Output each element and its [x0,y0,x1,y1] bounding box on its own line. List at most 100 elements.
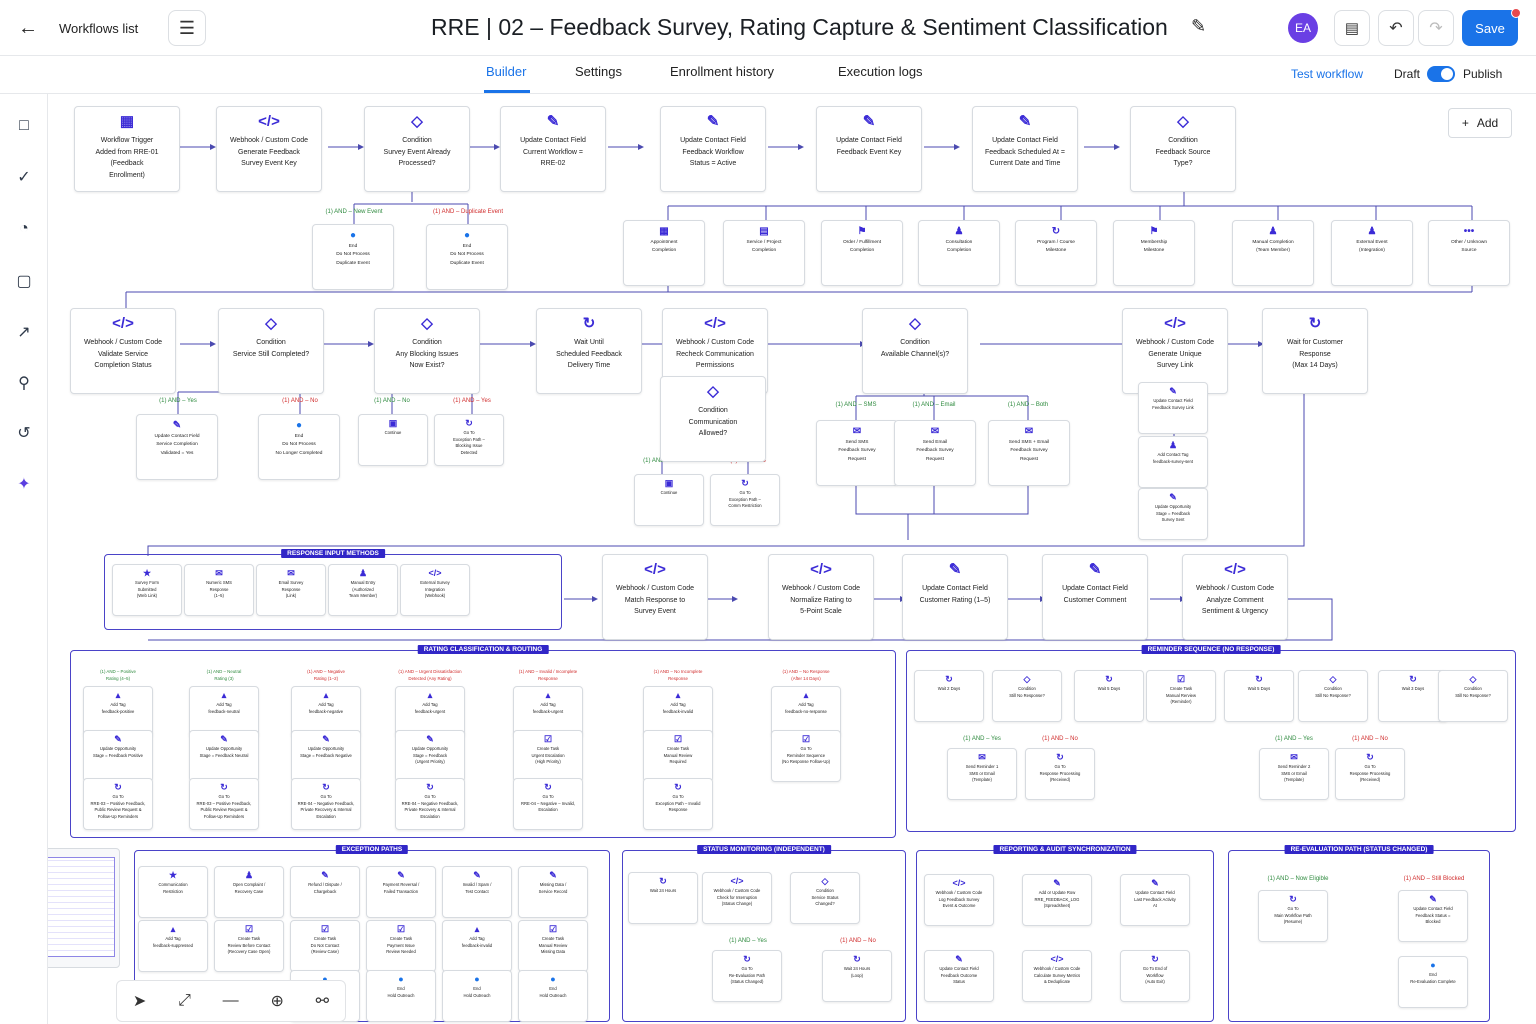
tab-enrollment-history[interactable]: Enrollment history [670,64,774,79]
minimap[interactable] [48,848,120,968]
reminder-child-node[interactable]: ✉ Send Reminder 2 SMS or Email (Template) [1259,748,1329,800]
exception-mid-node[interactable]: ☑ Create Task Do Not Contact (Review Case… [290,920,360,972]
child-node[interactable]: ▣ Continue [358,414,428,466]
reeval-node[interactable]: ↻ Go To Main Workflow Path (Resume) [1258,890,1328,942]
edit-pencil-icon[interactable]: ✎ [1191,16,1207,36]
back-arrow-icon[interactable]: ← [18,17,38,39]
search-icon[interactable]: ⚲ [18,375,30,392]
exception-node[interactable]: ✎ Missing Data / Service Record [518,866,588,918]
exception-node[interactable]: ✎ Invalid / Spam / Test Contact [442,866,512,918]
row3-node[interactable]: </> Webhook / Custom Code Generate Unique… [1122,308,1228,394]
rating-tag-node[interactable]: ▴ Add Tag feedback-neutral [189,686,259,738]
exception-end-node[interactable]: ● End Hold Outreach [518,970,588,1022]
child-node[interactable]: ↻ Go To Exception Path – Blocking Issue D… [434,414,504,466]
source-node[interactable]: ▤ Service / Project Completion [723,220,805,286]
tab-execution-logs[interactable]: Execution logs [838,64,923,79]
child-node[interactable]: ✉ Send SMS Feedback Survey Request [816,420,898,486]
rating-end-node[interactable]: ↻ Go To Exception Path – Invalid Response [643,778,713,830]
reporting-node[interactable]: ✎ Update Contact Field Feedback Outcome S… [924,950,994,1002]
exception-node[interactable]: ♟ Open Complaint / Recovery Case [214,866,284,918]
reminder-node[interactable]: ↻ Wait 5 Days [1224,670,1294,722]
reminder-node[interactable]: ◇ Condition Still No Response? [992,670,1062,722]
status-node[interactable]: </> Webhook / Custom Code Check for Inter… [702,872,772,924]
row3-node[interactable]: </> Webhook / Custom Code Validate Servic… [70,308,176,394]
pointer-icon[interactable]: ➤ [132,993,147,1010]
row1-node[interactable]: ◇ Condition Feedback Source Type? [1130,106,1236,192]
row1-node[interactable]: </> Webhook / Custom Code Generate Feedba… [216,106,322,192]
row4-node[interactable]: ✎ Update Contact Field Customer Comment [1042,554,1148,640]
row3-node[interactable]: ↻ Wait Until Scheduled Feedback Delivery … [536,308,642,394]
status-child-node[interactable]: ↻ Wait 24 Hours (Loop) [822,950,892,1002]
child-node[interactable]: ● End Do Not Process No Longer Completed [258,414,340,480]
exception-mid-node[interactable]: ▴ Add Tag feedback-invalid [442,920,512,972]
reporting-node[interactable]: ✎ Add or Update Row RRE_FEEDBACK_LOG (Spr… [1022,874,1092,926]
rating-node[interactable]: ✎ Update Opportunity Stage = Feedback Neg… [291,730,361,782]
input-node[interactable]: </> External Survey Integration (Webhook) [400,564,470,616]
child-node[interactable]: ♟ Add Contact Tag feedback-survey-sent [1138,436,1208,488]
exception-node[interactable]: ✎ Payment Reversal / Failed Transaction [366,866,436,918]
status-child-node[interactable]: ↻ Go To Re-Evaluation Path (Status Change… [712,950,782,1002]
reminder-node[interactable]: ◇ Condition Still No Response? [1438,670,1508,722]
child-node[interactable]: ✉ Send SMS + Email Feedback Survey Reques… [988,420,1070,486]
rating-end-node[interactable]: ↻ Go To RRE-03 – Positive Feedback, Publi… [189,778,259,830]
row3-node[interactable]: ◇ Condition Available Channel(s)? [862,308,968,394]
row1-node[interactable]: ▦ Workflow Trigger Added from RRE-01 (Fee… [74,106,180,192]
tab-settings[interactable]: Settings [575,64,622,79]
reminder-node[interactable]: ☑ Create Task Manual Rerview (Reminder) [1146,670,1216,722]
share-out-icon[interactable]: ↗ [17,324,31,341]
reminder-node[interactable]: ↻ Wait 2 Days [914,670,984,722]
zoom-in-icon[interactable]: ⊕ [270,993,284,1010]
input-node[interactable]: ♟ Manual Entry (Authorized Team Member) [328,564,398,616]
pie-chart-icon[interactable]: ◔ [19,220,29,237]
row4-node[interactable]: </> Webhook / Custom Code Normalize Ratin… [768,554,874,640]
end-node[interactable]: ● End Do Not Process Duplicate Event [312,224,394,290]
source-node[interactable]: ♟ Consultation Completion [918,220,1000,286]
add-node-button[interactable]: + Add [1448,108,1512,138]
input-node[interactable]: ✉ Email Survey Response (Link) [256,564,326,616]
exception-end-node[interactable]: ● End Hold Outreach [442,970,512,1022]
publish-toggle[interactable] [1427,66,1455,82]
input-node[interactable]: ★ Survey Form Submitted (Web Link) [112,564,182,616]
reminder-node[interactable]: ◇ Condition Still No Response? [1298,670,1368,722]
row1-node[interactable]: ✎ Update Contact Field Feedback Event Key [816,106,922,192]
child-node[interactable]: ▣ Continue [634,474,704,526]
row1-node[interactable]: ✎ Update Contact Field Feedback Scheduled… [972,106,1078,192]
reminder-child-node[interactable]: ↻ Go To Response Processing (Received) [1335,748,1405,800]
menu-button[interactable]: ☰ [168,10,206,46]
rating-end-node[interactable]: ↻ Go To RRE-03 – Positive Feedback, Publi… [83,778,153,830]
changes-button[interactable]: ▤ [1334,10,1370,46]
reporting-node[interactable]: ↻ Go To End of Workflow (Auto Exit) [1120,950,1190,1002]
rating-node[interactable]: ✎ Update Opportunity Stage = Feedback (Ur… [395,730,465,782]
exception-node[interactable]: ✎ Refund / Dispute / Chargeback [290,866,360,918]
row4-node[interactable]: ✎ Update Contact Field Customer Rating (1… [902,554,1008,640]
exception-mid-node[interactable]: ☑ Create Task Review Before Contact (Reco… [214,920,284,972]
rating-node[interactable]: ✎ Update Opportunity Stage = Feedback Pos… [83,730,153,782]
rating-node[interactable]: ☑ Create Task Urgent Escalation (High Pri… [513,730,583,782]
exception-mid-node[interactable]: ☑ Create Task Manual Review Missing Data [518,920,588,972]
rating-node[interactable]: ☑ Go To Reminder Sequence (No Response Fo… [771,730,841,782]
reporting-node[interactable]: ✎ Update Contact Field Last Feedback Acti… [1120,874,1190,926]
row4-node[interactable]: </> Webhook / Custom Code Analyze Comment… [1182,554,1288,640]
source-node[interactable]: ⚑ Membership Milestone [1113,220,1195,286]
exception-end-node[interactable]: ● End Hold Outreach [366,970,436,1022]
file-icon[interactable]: ▢ [16,273,32,290]
exception-mid-node[interactable]: ☑ Create Task Payment Issue Review Needed [366,920,436,972]
child-node[interactable]: ✎ Update Contact Field Service Completion… [136,414,218,480]
check-circle-icon[interactable]: ✓ [17,169,31,186]
rating-node[interactable]: ✎ Update Opportunity Stage = Feedback Neu… [189,730,259,782]
reminder-node[interactable]: ↻ Wait 5 Days [1074,670,1144,722]
row3-node[interactable]: ◇ Condition Any Blocking Issues Now Exist… [374,308,480,394]
child-node[interactable]: ✎ Update Contact Field Feedback Survey Li… [1138,382,1208,434]
fit-view-icon[interactable]: ⤢ [178,992,191,1009]
rating-tag-node[interactable]: ▴ Add Tag feedback-positive [83,686,153,738]
rating-tag-node[interactable]: ▴ Add Tag feedback-invalid [643,686,713,738]
reeval-node[interactable]: ● End Re-Evaluation Complete [1398,956,1468,1008]
exception-node[interactable]: ★ Communication Restriction [138,866,208,918]
row3-node[interactable]: ◇ Condition Service Still Completed? [218,308,324,394]
status-node[interactable]: ↻ Wait 24 Hours [628,872,698,924]
history-icon[interactable]: ↺ [17,425,31,442]
row3-node[interactable]: ↻ Wait for Customer Response (Max 14 Days… [1262,308,1368,394]
row1-node[interactable]: ✎ Update Contact Field Feedback Workflow … [660,106,766,192]
undo-button[interactable]: ↶ [1378,10,1414,46]
rating-tag-node[interactable]: ▴ Add Tag feedback-urgent [513,686,583,738]
